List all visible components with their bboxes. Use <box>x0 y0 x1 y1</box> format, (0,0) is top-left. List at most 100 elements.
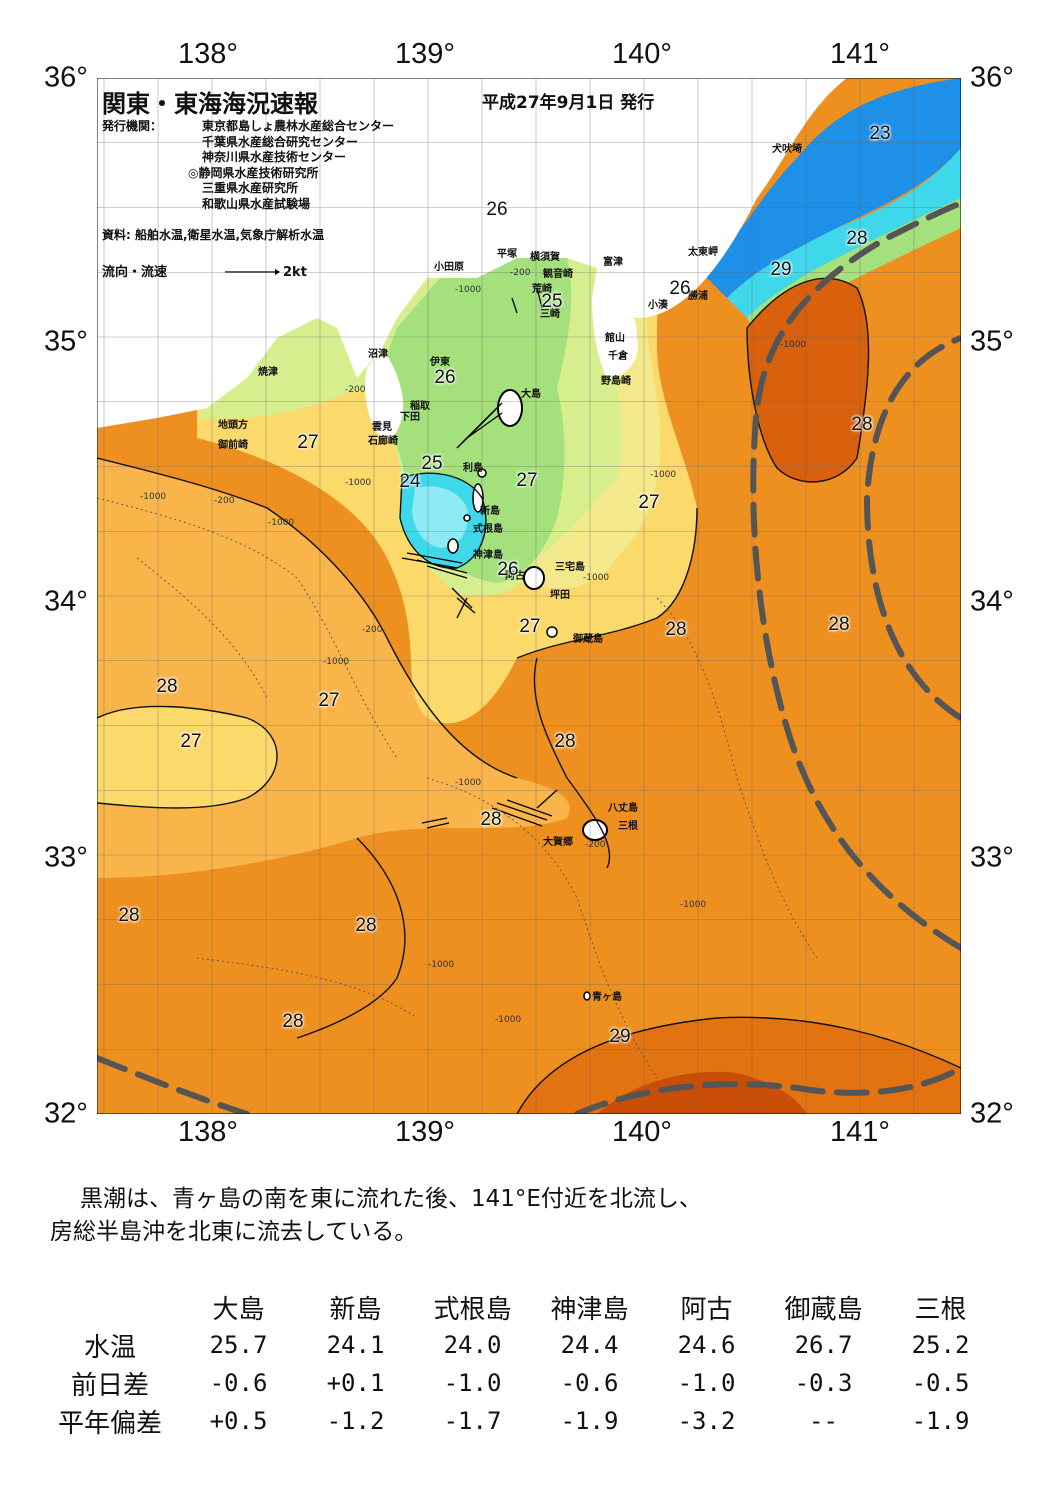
place-shikinejima: 式根島 <box>473 524 503 535</box>
island-observation-table: 大島 新島 式根島 神津島 阿古 御蔵島 三根 水温 25.7 24.1 24.… <box>40 1288 999 1440</box>
depth-label: -1000 <box>345 478 372 488</box>
kuroshio-axis <box>97 200 961 1114</box>
table-cell: -0.3 <box>794 1369 853 1397</box>
place-toshima: 利島 <box>463 463 483 474</box>
graticule <box>97 78 961 1114</box>
lon-label-139-bottom: 139° <box>395 1116 455 1148</box>
temp-label: 26 <box>486 199 508 220</box>
issuer-mie: 三重県水産研究所 <box>202 181 299 195</box>
legend-arrow-icon <box>225 269 280 275</box>
table-cell: 25.2 <box>911 1331 970 1359</box>
station-header: 御蔵島 <box>784 1294 863 1325</box>
map-title: 関東・東海海況速報 <box>102 90 318 118</box>
table-cell: +0.1 <box>326 1369 385 1397</box>
island-niijima <box>472 483 484 513</box>
land-izu-peninsula <box>365 348 404 438</box>
temp-label: 28 <box>665 619 687 640</box>
station-header: 神津島 <box>550 1294 629 1325</box>
lon-label-141-bottom: 141° <box>830 1116 890 1148</box>
table-row: 平年偏差 +0.5 -1.2 -1.7 -1.9 -3.2 -- -1.9 <box>40 1402 999 1440</box>
place-ito: 伊東 <box>430 357 450 368</box>
depth-label: -1000 <box>495 1015 522 1025</box>
place-shimoda: 下田 <box>400 412 420 423</box>
cool-water-27-west <box>97 706 277 808</box>
row-label: 水温 <box>83 1332 136 1363</box>
table-row: 水温 25.7 24.1 24.0 24.4 24.6 26.7 25.2 <box>40 1326 999 1364</box>
table-cell: 24.1 <box>326 1331 385 1359</box>
depth-label: -1000 <box>268 518 295 528</box>
temp-label: 28 <box>118 905 140 926</box>
current-vectors <box>401 287 558 829</box>
issuers-label: 発行機関： <box>102 119 163 133</box>
lon-label-140-top: 140° <box>612 38 672 70</box>
issuer-kanagawa: 神奈川県水産技術センター <box>202 150 347 164</box>
island-shikinejima <box>463 514 471 522</box>
isotherms <box>97 277 961 1114</box>
lat-label-34-left: 34° <box>44 585 88 618</box>
lat-label-33-left: 33° <box>44 841 88 874</box>
place-katsuura: 勝浦 <box>688 291 708 302</box>
table-cell: -1.7 <box>443 1407 502 1435</box>
place-tsubota: 坪田 <box>550 590 570 601</box>
table-cell: 25.7 <box>209 1331 268 1359</box>
lat-label-36-right: 36° <box>970 61 1014 94</box>
island-kozushima <box>447 538 459 554</box>
place-taitomisaki: 太東岬 <box>688 247 718 258</box>
island-hachijojima <box>582 819 608 841</box>
blue-water-23 <box>697 78 961 298</box>
place-misaki: 三崎 <box>540 309 560 320</box>
table-cell: 26.7 <box>794 1331 853 1359</box>
station-header: 三根 <box>914 1294 967 1325</box>
issuer-shizuoka: ◎静岡県水産技術研究所 <box>188 165 319 180</box>
place-miyakejima: 三宅島 <box>555 562 585 573</box>
depth-label: -1000 <box>455 778 482 788</box>
table-cell: -0.6 <box>560 1369 619 1397</box>
issuer-wakayama: 和歌山県水産試験場 <box>202 196 311 211</box>
lat-label-35-left: 35° <box>44 325 88 358</box>
island-miyakejima <box>523 566 545 590</box>
place-kozushima: 神津島 <box>473 550 503 561</box>
depth-label: -200 <box>345 385 366 395</box>
place-niijima: 新島 <box>480 506 500 517</box>
data-source: 資料: 船舶水温,衛星水温,気象庁解析水温 <box>102 228 325 242</box>
depth-label: -1000 <box>780 340 807 350</box>
place-futtsu: 富津 <box>603 257 623 268</box>
station-header: 阿古 <box>680 1294 733 1325</box>
depth-contours <box>97 497 818 1079</box>
temp-label: 28 <box>828 614 850 635</box>
land-boso-peninsula <box>592 268 638 378</box>
issuers-list: 東京都島しょ農林水産総合センター 千葉県水産総合研究センター 神奈川県水産技術セ… <box>188 119 394 212</box>
temp-label: 23 <box>869 123 891 144</box>
temp-label: 25 <box>421 453 443 474</box>
temp-label: 26 <box>669 278 691 299</box>
temp-label: 29 <box>770 259 792 280</box>
lon-label-138-top: 138° <box>178 38 238 70</box>
temp-label: 27 <box>519 616 541 637</box>
temp-label: 28 <box>480 809 502 830</box>
issuer-tokyo: 東京都島しょ農林水産総合センター <box>202 119 395 133</box>
lon-label-140-bottom: 140° <box>612 1116 672 1148</box>
station-header: 新島 <box>329 1294 382 1325</box>
legend-scale: 2kt <box>283 265 307 280</box>
depth-label: -1000 <box>583 573 610 583</box>
place-inubosaki: 犬吠埼 <box>772 144 802 155</box>
lat-label-32-left: 32° <box>44 1097 88 1130</box>
lat-label-32-right: 32° <box>970 1097 1014 1130</box>
temp-label: 25 <box>541 291 563 312</box>
table-cell: -1.0 <box>677 1369 736 1397</box>
temp-label: 26 <box>434 367 456 388</box>
depth-label: -1000 <box>140 492 167 502</box>
depth-label: -1000 <box>680 900 707 910</box>
row-label: 前日差 <box>70 1370 149 1401</box>
depth-label: -1000 <box>323 657 350 667</box>
place-aogashima: 青ヶ島 <box>592 992 622 1003</box>
lat-label-34-right: 34° <box>970 585 1014 618</box>
temp-label: 27 <box>516 470 538 491</box>
place-numazu: 沼津 <box>368 349 388 360</box>
place-ako: 阿古 <box>505 571 525 582</box>
summary-line-2: 房総半島沖を北東に流去している。 <box>50 1219 418 1245</box>
place-nojimazaki: 野島崎 <box>601 376 631 387</box>
depth-label: -1000 <box>455 285 482 295</box>
place-hachijojima: 八丈島 <box>608 803 638 814</box>
place-mikurajima: 御蔵島 <box>573 634 603 645</box>
